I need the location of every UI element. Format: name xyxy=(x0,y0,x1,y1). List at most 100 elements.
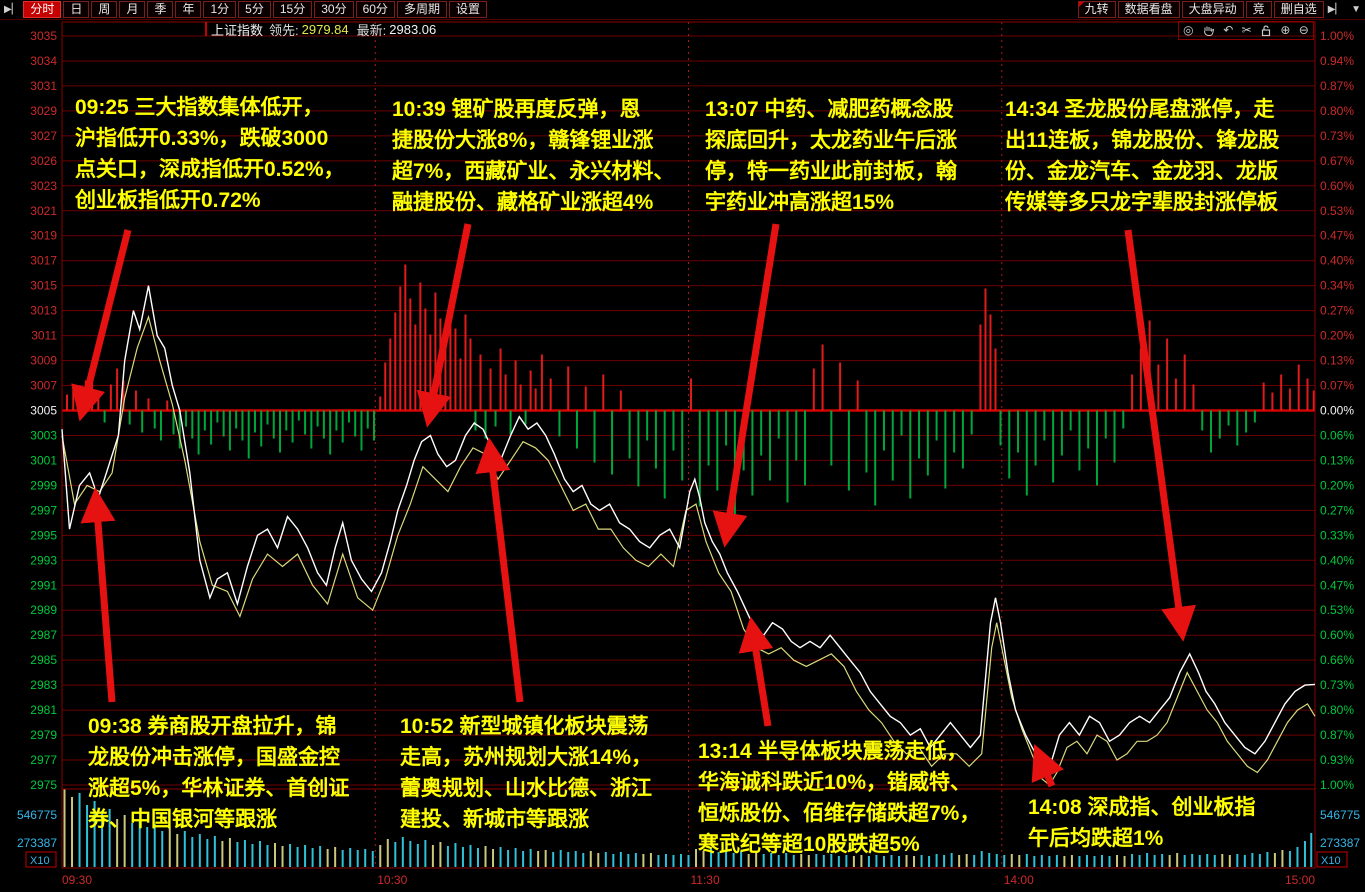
scissors-icon[interactable]: ✂ xyxy=(1241,23,1252,37)
momentum-bar-down xyxy=(865,410,868,473)
momentum-bar-down xyxy=(1060,410,1063,456)
momentum-bar-down xyxy=(953,410,956,453)
momentum-bar-up xyxy=(464,314,467,411)
toolbar-button-0[interactable]: 九转 xyxy=(1077,1,1116,18)
timeframe-tab-12[interactable]: 设置 xyxy=(448,1,487,18)
time-axis-label: 11:30 xyxy=(691,873,720,887)
volume-bar xyxy=(1040,855,1043,867)
volume-bar xyxy=(499,847,502,867)
volume-bar xyxy=(304,845,307,867)
price-axis-label: 2979 xyxy=(30,728,57,742)
volume-bar xyxy=(153,824,156,867)
momentum-bar-down xyxy=(128,410,131,425)
pct-axis-label: 0.13% xyxy=(1320,354,1354,368)
pct-axis-label: 0.66% xyxy=(1320,653,1354,667)
toolbar-button-2[interactable]: 大盘异动 xyxy=(1181,1,1244,18)
volume-bar xyxy=(822,855,825,867)
volume-bar xyxy=(710,848,713,867)
volume-bar xyxy=(326,849,329,867)
timeframe-tab-10[interactable]: 60分 xyxy=(355,1,395,18)
volume-bar xyxy=(78,793,81,867)
volume-bar xyxy=(905,855,908,867)
momentum-bar-up xyxy=(984,288,987,411)
timeframe-tab-3[interactable]: 月 xyxy=(119,1,146,18)
timeframe-tab-9[interactable]: 30分 xyxy=(314,1,354,18)
price-axis-label: 3021 xyxy=(30,204,57,218)
timeframe-tab-6[interactable]: 1分 xyxy=(203,1,237,18)
volume-bar xyxy=(634,853,637,867)
dropdown-icon[interactable]: ▼ xyxy=(1351,4,1361,15)
volume-bar xyxy=(920,855,923,867)
collapse-panel-icon[interactable]: ▶▏ xyxy=(4,4,20,15)
momentum-bar-down xyxy=(944,410,947,489)
volume-bar xyxy=(1281,850,1284,867)
momentum-bar-down xyxy=(935,410,938,441)
toolbar-button-3[interactable]: 竞 xyxy=(1245,1,1272,18)
momentum-bar-down xyxy=(1104,410,1107,439)
timeframe-tab-0[interactable]: 分时 xyxy=(23,1,62,18)
momentum-bar-down xyxy=(891,410,894,481)
lock-icon[interactable] xyxy=(1260,24,1272,37)
momentum-bar-up xyxy=(122,380,125,411)
volume-bar xyxy=(913,856,916,867)
timeframe-tab-11[interactable]: 多周期 xyxy=(396,1,447,18)
volume-bar xyxy=(1258,854,1261,867)
timeframe-tab-5[interactable]: 年 xyxy=(175,1,202,18)
momentum-bar-up xyxy=(602,374,605,411)
volume-bar xyxy=(386,839,389,867)
undo-icon[interactable]: ↶ xyxy=(1223,23,1234,37)
momentum-bar-up xyxy=(989,314,992,411)
price-axis-label: 2995 xyxy=(30,528,57,542)
volume-bar xyxy=(183,831,186,867)
timeframe-tab-7[interactable]: 5分 xyxy=(238,1,271,18)
momentum-bar-down xyxy=(335,410,338,431)
momentum-bar-down xyxy=(795,410,798,461)
zoom-in-icon[interactable]: ⊕ xyxy=(1280,23,1291,37)
volume-bar xyxy=(258,841,261,867)
toolbar-button-4[interactable]: 删自选 xyxy=(1273,1,1324,18)
price-axis-label: 3026 xyxy=(30,154,57,168)
pan-hand-icon[interactable] xyxy=(1202,24,1215,37)
momentum-bar-down xyxy=(1253,410,1256,423)
volume-bar xyxy=(101,812,104,867)
volume-bar xyxy=(792,855,795,867)
momentum-bar-down xyxy=(366,410,369,429)
volume-bar xyxy=(988,853,991,867)
pct-axis-label: 1.00% xyxy=(1320,778,1354,792)
volume-bar xyxy=(890,855,893,867)
volume-bar xyxy=(1273,853,1276,867)
pct-axis-label: 0.27% xyxy=(1320,503,1354,517)
momentum-bar-down xyxy=(707,410,710,466)
momentum-bar-down xyxy=(646,410,649,441)
eye-icon[interactable]: ◎ xyxy=(1183,23,1194,37)
time-axis-label: 09:30 xyxy=(62,873,92,887)
volume-bar xyxy=(168,828,171,867)
volume-bar xyxy=(1191,854,1194,867)
momentum-bar-up xyxy=(514,360,517,411)
timeframe-tab-8[interactable]: 15分 xyxy=(272,1,313,18)
price-axis-label: 3017 xyxy=(30,254,57,268)
volume-bar xyxy=(198,834,201,867)
timeframe-tab-1[interactable]: 日 xyxy=(63,1,90,18)
momentum-bar-down xyxy=(291,410,294,443)
price-axis-label: 3001 xyxy=(30,453,57,467)
toolbar-right-buttons: 九转 数据看盘 大盘异动竞删自选 ▶▏ ▼ xyxy=(1076,0,1365,19)
momentum-bar-up xyxy=(444,348,447,411)
zoom-out-icon[interactable]: ⊖ xyxy=(1298,23,1309,37)
toolbar-button-1[interactable]: 数据看盘 xyxy=(1117,1,1180,18)
volume-bar xyxy=(695,849,698,867)
momentum-bar-down xyxy=(611,410,614,475)
timeframe-tab-4[interactable]: 季 xyxy=(147,1,174,18)
price-axis-label: 3003 xyxy=(30,428,57,442)
momentum-bar-down xyxy=(698,410,701,507)
momentum-bar-down xyxy=(178,410,181,449)
volume-bar xyxy=(401,837,404,867)
timeframe-tab-2[interactable]: 周 xyxy=(91,1,118,18)
volume-bar xyxy=(725,850,728,867)
volume-bar xyxy=(935,854,938,867)
pct-axis-label: 0.73% xyxy=(1320,678,1354,692)
expand-panel-icon[interactable]: ▶▏ xyxy=(1327,4,1344,15)
momentum-bar-down xyxy=(272,410,275,439)
momentum-bar-down xyxy=(804,410,807,486)
volume-bar xyxy=(980,851,983,867)
